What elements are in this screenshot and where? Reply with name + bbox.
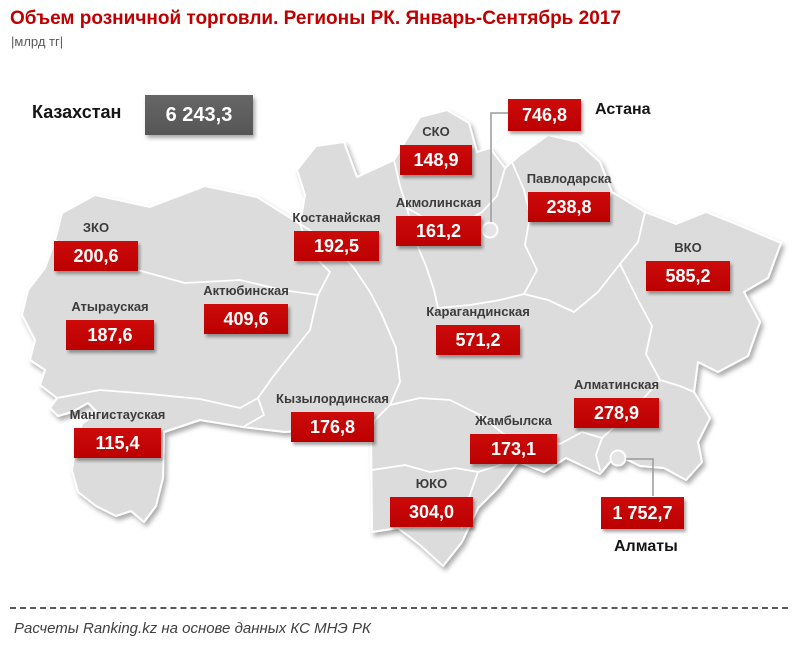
region-marker-zhambyl: Жамбылска 173,1 — [470, 414, 557, 464]
region-name: СКО — [422, 124, 450, 139]
region-marker-sko: СКО 148,9 — [400, 125, 472, 175]
region-marker-mangystau: Мангистауская 115,4 — [70, 408, 165, 458]
source-note: Расчеты Ranking.kz на основе данных КС М… — [14, 620, 371, 637]
region-name: Жамбылска — [475, 413, 552, 428]
region-name: Кызылординская — [276, 391, 389, 406]
region-value-box: 304,0 — [390, 497, 473, 527]
region-name: ВКО — [674, 240, 702, 255]
region-name: ЮКО — [415, 476, 448, 491]
country-total-box: 6 243,3 — [145, 95, 253, 135]
region-value-box: 238,8 — [528, 192, 610, 222]
region-marker-pavlodar: Павлодарска 238,8 — [526, 171, 612, 222]
region-name: Акмолинская — [395, 195, 482, 210]
region-name: Карагандинская — [426, 304, 530, 319]
page-title: Объем розничной торговли. Регионы РК. Ян… — [10, 8, 621, 29]
region-marker-aktobe: Актюбинская 409,6 — [203, 283, 289, 334]
country-outline — [21, 109, 782, 567]
region-name: Атырауская — [71, 299, 149, 314]
astana-city-dot — [481, 221, 499, 239]
region-value-box: 173,1 — [470, 434, 557, 464]
dashed-separator — [10, 607, 788, 609]
region-marker-atyrau: Атырауская 187,6 — [66, 300, 154, 350]
region-value-box: 148,9 — [400, 145, 472, 175]
region-marker-yuko: ЮКО 304,0 — [390, 477, 473, 527]
region-name: Алматинская — [573, 377, 660, 392]
almaty-city-dot — [609, 449, 627, 467]
astana-city-label: Астана — [595, 101, 651, 118]
region-marker-zko: ЗКО 200,6 — [54, 221, 138, 271]
region-value-box: 187,6 — [66, 320, 154, 350]
region-marker-kostanay: Костанайская 192,5 — [292, 210, 381, 261]
region-name: Мангистауская — [69, 407, 166, 422]
country-name-label: Казахстан — [32, 102, 122, 122]
region-value-box: 115,4 — [74, 428, 161, 458]
almaty-value-box: 1 752,7 — [601, 497, 684, 529]
region-name: ЗКО — [82, 220, 110, 235]
region-marker-vko: ВКО 585,2 — [646, 241, 730, 291]
almaty-city-label: Алматы — [614, 538, 678, 555]
region-marker-akmola: Акмолинская 161,2 — [396, 196, 481, 246]
region-value-box: 571,2 — [436, 325, 520, 355]
astana-value-box: 746,8 — [508, 99, 581, 131]
region-value-box: 409,6 — [204, 304, 288, 334]
region-value-box: 192,5 — [294, 231, 379, 261]
region-value-box: 200,6 — [54, 241, 138, 271]
units-subtitle: |млрд тг| — [11, 34, 64, 49]
region-marker-karaganda: Карагандинская 571,2 — [426, 305, 530, 355]
region-marker-almaty-oblast: Алматинская 278,9 — [574, 378, 659, 428]
region-value-box: 161,2 — [396, 216, 481, 246]
region-name: Актюбинская — [203, 283, 289, 298]
almaty-connector-line — [626, 458, 654, 496]
region-name: Костанайская — [292, 210, 381, 225]
region-marker-kyzylorda: Кызылординская 176,8 — [276, 392, 389, 442]
region-name: Павлодарска — [526, 171, 612, 186]
region-value-box: 278,9 — [574, 398, 659, 428]
astana-connector-line — [490, 112, 508, 222]
region-value-box: 585,2 — [646, 261, 730, 291]
region-value-box: 176,8 — [291, 412, 374, 442]
